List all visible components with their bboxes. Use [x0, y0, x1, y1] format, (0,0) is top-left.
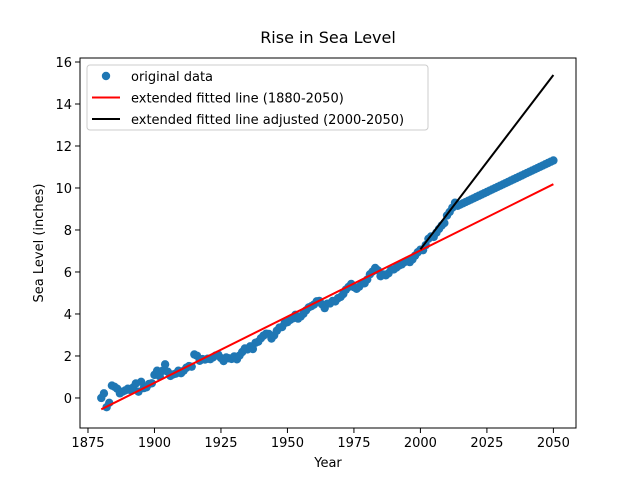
y-axis-label: Sea Level (inches)	[32, 184, 47, 303]
legend: original data extended fitted line (1880-…	[86, 64, 429, 131]
y-tick-label: 16	[55, 56, 72, 71]
y-tick-label: 2	[64, 350, 72, 365]
y-tick-label: 14	[55, 98, 72, 113]
fit-line	[100, 183, 554, 411]
legend-marker	[101, 71, 111, 81]
x-tick-label: 1900	[138, 436, 171, 451]
x-tick-label: 1925	[204, 436, 237, 451]
x-tick-label: 2050	[537, 436, 570, 451]
x-axis-label: Year	[313, 456, 342, 471]
x-tick-label: 2000	[404, 436, 437, 451]
y-tick-label: 8	[64, 224, 72, 239]
y-tick-label: 4	[64, 308, 72, 323]
legend-label: extended fitted line adjusted (2000-2050…	[131, 113, 404, 128]
data-point	[136, 377, 146, 387]
data-point	[160, 360, 170, 369]
y-tick-label: 10	[55, 182, 72, 197]
x-tick-label: 1950	[271, 436, 304, 451]
chart-title: Rise in Sea Level	[260, 28, 396, 47]
legend-box	[86, 64, 429, 131]
legend-label: extended fitted line (1880-2050)	[131, 92, 344, 107]
y-tick-label: 6	[64, 266, 72, 281]
data-point	[549, 156, 558, 165]
plot-frame	[79, 57, 577, 429]
y-tick-label: 0	[64, 392, 72, 407]
fit-line	[419, 74, 555, 250]
x-tick-label: 1975	[337, 436, 370, 451]
data-point	[99, 389, 109, 398]
x-tick-label: 1875	[71, 436, 104, 451]
data-point	[248, 344, 258, 354]
legend-label: original data	[131, 70, 213, 85]
y-tick-label: 12	[55, 140, 72, 155]
x-tick-label: 2025	[470, 436, 503, 451]
